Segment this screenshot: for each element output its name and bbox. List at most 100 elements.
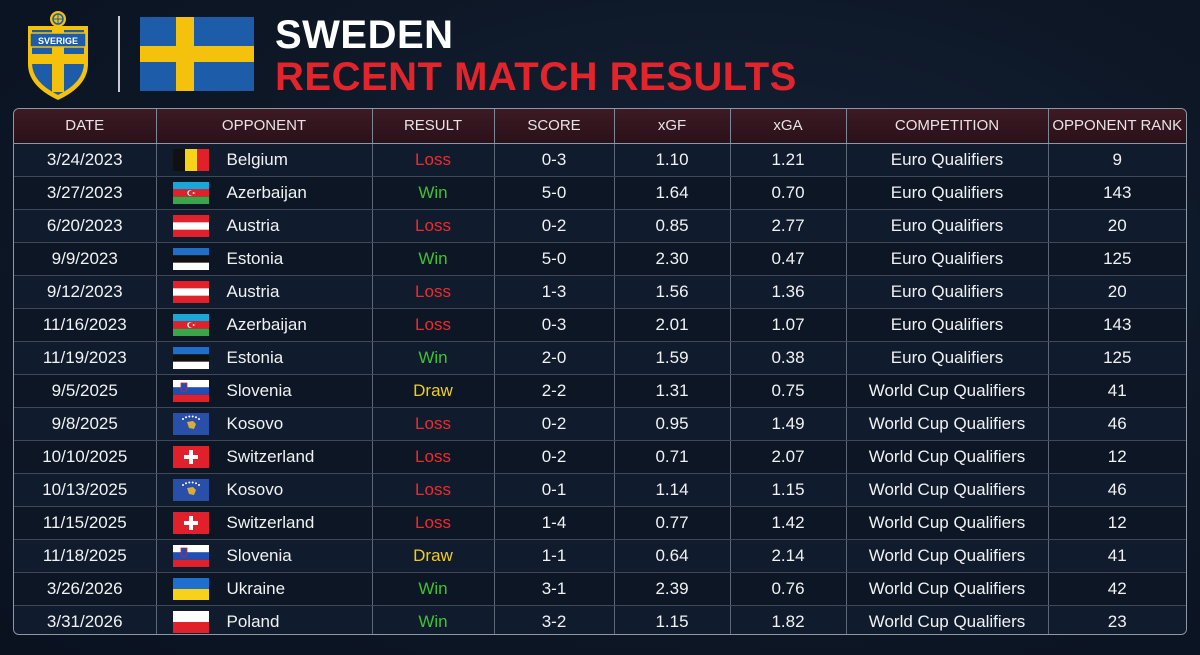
cell-opponent-rank: 20 <box>1048 275 1186 309</box>
cell-result: Loss <box>372 407 495 441</box>
table-row: 11/16/2023 Azerbaijan Loss 0-3 2.01 1.07 Euro … <box>14 308 1186 342</box>
cell-score: 3-2 <box>494 605 615 634</box>
table-row: 9/5/2025 Slovenia Draw 2-2 1.31 0.75 World Cup… <box>14 374 1186 408</box>
col-header-opponent: OPPONENT <box>156 109 373 144</box>
cell-result: Loss <box>372 308 495 342</box>
col-header-xga: xGA <box>730 109 847 144</box>
cell-xga: 1.49 <box>730 407 847 441</box>
cell-opponent-rank: 125 <box>1048 242 1186 276</box>
cell-xgf: 0.77 <box>614 506 731 540</box>
cell-result: Win <box>372 341 495 375</box>
cell-competition: Euro Qualifiers <box>846 308 1049 342</box>
cell-competition: World Cup Qualifiers <box>846 572 1049 606</box>
cell-opponent-rank: 143 <box>1048 308 1186 342</box>
cell-score: 2-2 <box>494 374 615 408</box>
cell-result: Loss <box>372 506 495 540</box>
cell-competition: World Cup Qualifiers <box>846 374 1049 408</box>
cell-result: Win <box>372 605 495 634</box>
table-row: 3/26/2026 Ukraine Win 3-1 2.39 0.76 World Cup … <box>14 572 1186 606</box>
cell-xga: 1.42 <box>730 506 847 540</box>
results-table: DATE OPPONENT RESULT SCORE xGF xGA COMPE… <box>14 109 1186 634</box>
cell-score: 1-3 <box>494 275 615 309</box>
table-row: 11/18/2025 Slovenia Draw 1-1 0.64 2.14 World C… <box>14 539 1186 573</box>
table-body: 3/24/2023 Belgium Loss 0-3 1.10 1.21 Euro Qual… <box>14 143 1186 634</box>
cell-xga: 1.07 <box>730 308 847 342</box>
cell-date: 11/18/2025 <box>14 539 157 573</box>
cell-date: 3/24/2023 <box>14 143 157 177</box>
sverige-crest-icon: SVERIGE <box>28 11 88 100</box>
header: SVERIGE SWEDEN RECENT MATCH RESULTS <box>0 0 1200 104</box>
table-row: 9/12/2023 Austria Loss 1-3 1.56 1.36 Euro Qual… <box>14 275 1186 309</box>
cell-opponent: Austria <box>156 209 373 243</box>
cell-xga: 0.75 <box>730 374 847 408</box>
cell-xgf: 1.15 <box>614 605 731 634</box>
opponent-name: Azerbaijan <box>226 314 307 334</box>
cell-date: 9/8/2025 <box>14 407 157 441</box>
cell-result: Loss <box>372 143 495 177</box>
cell-opponent: Ukraine <box>156 572 373 606</box>
cell-date: 3/26/2026 <box>14 572 157 606</box>
estonia-flag-icon <box>172 346 209 369</box>
table-row: 9/9/2023 Estonia Win 5-0 2.30 0.47 Euro Qualif… <box>14 242 1186 276</box>
cell-opponent-rank: 12 <box>1048 506 1186 540</box>
col-header-date: DATE <box>14 109 157 144</box>
opponent-name: Austria <box>226 281 280 301</box>
cell-xga: 1.15 <box>730 473 847 507</box>
table-row: 3/31/2026 Poland Win 3-2 1.15 1.82 World Cup Q… <box>14 605 1186 634</box>
opponent-name: Switzerland <box>226 512 315 532</box>
cell-opponent-rank: 9 <box>1048 143 1186 177</box>
cell-xgf: 0.64 <box>614 539 731 573</box>
cell-date: 11/15/2025 <box>14 506 157 540</box>
cell-score: 0-1 <box>494 473 615 507</box>
table-row: 11/15/2025 Switzerland Loss 1-4 0.77 1.42 Worl… <box>14 506 1186 540</box>
poland-flag-icon <box>172 610 209 633</box>
cell-competition: Euro Qualifiers <box>846 176 1049 210</box>
sweden-flag-icon <box>140 17 254 91</box>
cell-opponent-rank: 12 <box>1048 440 1186 474</box>
cell-score: 5-0 <box>494 242 615 276</box>
cell-competition: Euro Qualifiers <box>846 341 1049 375</box>
results-table-container: DATE OPPONENT RESULT SCORE xGF xGA COMPE… <box>13 108 1187 635</box>
opponent-name: Austria <box>226 215 280 235</box>
cell-competition: World Cup Qualifiers <box>846 539 1049 573</box>
cell-opponent: Azerbaijan <box>156 308 373 342</box>
col-header-opponent-rank: OPPONENT RANK <box>1048 109 1186 144</box>
cell-result: Loss <box>372 440 495 474</box>
cell-result: Win <box>372 242 495 276</box>
cell-score: 5-0 <box>494 176 615 210</box>
cell-competition: Euro Qualifiers <box>846 143 1049 177</box>
slovenia-flag-icon <box>172 544 209 567</box>
opponent-name: Slovenia <box>226 380 292 400</box>
opponent-name: Estonia <box>226 347 284 367</box>
cell-opponent-rank: 20 <box>1048 209 1186 243</box>
cell-xgf: 1.59 <box>614 341 731 375</box>
cell-competition: Euro Qualifiers <box>846 242 1049 276</box>
table-header-row: DATE OPPONENT RESULT SCORE xGF xGA COMPE… <box>14 109 1186 144</box>
cell-result: Loss <box>372 275 495 309</box>
cell-result: Win <box>372 176 495 210</box>
cell-opponent: Kosovo <box>156 407 373 441</box>
table-row: 3/27/2023 Azerbaijan Win 5-0 1.64 0.70 Euro Qu… <box>14 176 1186 210</box>
cell-opponent: Poland <box>156 605 373 634</box>
cell-competition: World Cup Qualifiers <box>846 440 1049 474</box>
cell-competition: Euro Qualifiers <box>846 209 1049 243</box>
cell-result: Loss <box>372 209 495 243</box>
table-row: 6/20/2023 Austria Loss 0-2 0.85 2.77 Euro Qual… <box>14 209 1186 243</box>
cell-opponent-rank: 23 <box>1048 605 1186 634</box>
cell-xgf: 0.95 <box>614 407 731 441</box>
cell-opponent: Estonia <box>156 242 373 276</box>
cell-xga: 1.21 <box>730 143 847 177</box>
svg-text:SVERIGE: SVERIGE <box>38 36 78 46</box>
cell-date: 6/20/2023 <box>14 209 157 243</box>
cell-xga: 0.47 <box>730 242 847 276</box>
cell-xgf: 1.14 <box>614 473 731 507</box>
cell-competition: Euro Qualifiers <box>846 275 1049 309</box>
cell-opponent-rank: 125 <box>1048 341 1186 375</box>
col-header-xgf: xGF <box>614 109 731 144</box>
cell-opponent-rank: 143 <box>1048 176 1186 210</box>
cell-opponent: Belgium <box>156 143 373 177</box>
estonia-flag-icon <box>172 247 209 270</box>
opponent-name: Belgium <box>226 149 288 169</box>
cell-score: 0-3 <box>494 143 615 177</box>
cell-competition: World Cup Qualifiers <box>846 506 1049 540</box>
